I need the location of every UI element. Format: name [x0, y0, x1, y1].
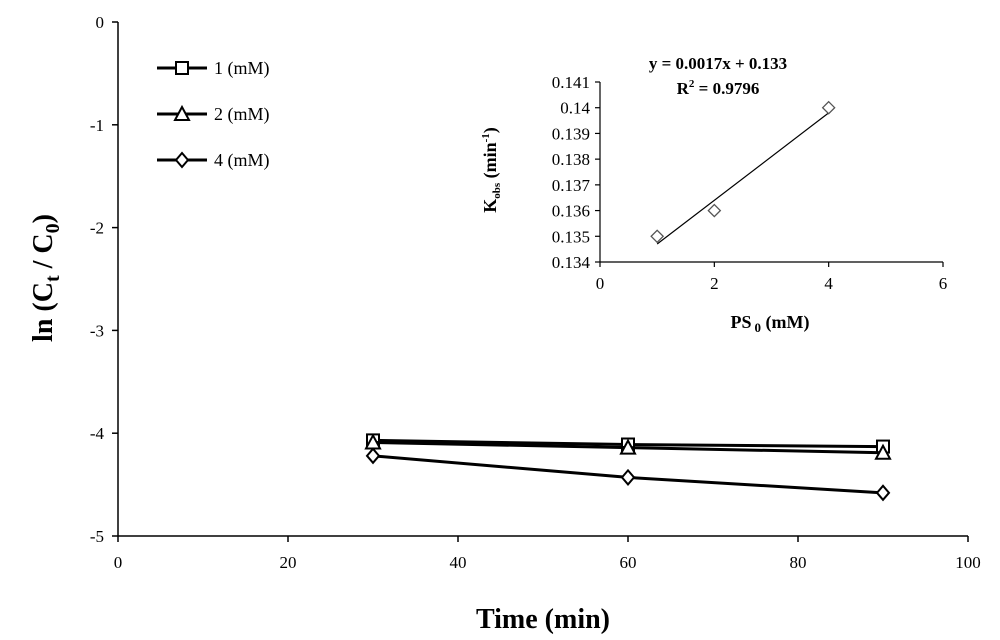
main-series	[364, 433, 892, 502]
trendline-equation: y = 0.0017x + 0.133	[649, 54, 787, 73]
inset-y-tick-label: 0.137	[552, 176, 591, 195]
y-tick-label: -1	[90, 116, 104, 135]
x-tick-label: 100	[955, 553, 981, 572]
main-axes	[117, 22, 968, 537]
inset-ticks: 0.134 0.135 0.136 0.137 0.138 0.139 0.14 0.141 0…	[552, 73, 948, 293]
inset-y-tick-label: 0.136	[552, 202, 590, 221]
legend-entry: 4 (mM)	[157, 150, 270, 171]
r-squared-label: R2 = 0.9796	[677, 78, 760, 98]
y-tick-label: -4	[90, 424, 105, 443]
inset-x-tick-label: 0	[596, 274, 605, 293]
legend-label: 4 (mM)	[214, 150, 270, 171]
x-tick-label: 20	[280, 553, 297, 572]
trendline	[656, 112, 830, 245]
y-tick-label: -2	[90, 219, 104, 238]
y-tick-label: -3	[90, 321, 104, 340]
series-diamond	[365, 447, 891, 502]
y-tick-label: 0	[96, 13, 105, 32]
inset-y-axis-title: Kobs (min-1)	[480, 127, 503, 213]
x-axis-title: Time (min)	[476, 604, 610, 635]
y-axis-title: ln (Ct / C0)	[28, 214, 64, 342]
inset-data-point	[821, 100, 836, 115]
data-point	[365, 447, 381, 465]
inset-x-axis-title: PS 0 (mM)	[731, 312, 810, 335]
legend-label: 1 (mM)	[214, 58, 270, 79]
data-point	[875, 484, 891, 502]
inset-x-tick-label: 6	[939, 274, 948, 293]
inset-data-point	[650, 229, 665, 244]
legend-marker	[174, 151, 190, 169]
legend-entry: 1 (mM)	[157, 58, 270, 79]
inset-y-tick-label: 0.134	[552, 253, 591, 272]
inset-y-tick-label: 0.141	[552, 73, 590, 92]
inset-data-point	[707, 203, 722, 218]
legend-marker	[175, 61, 189, 75]
inset-axes	[599, 82, 943, 263]
x-tick-label: 60	[620, 553, 637, 572]
x-tick-label: 0	[114, 553, 123, 572]
inset-x-tick-label: 4	[824, 274, 833, 293]
inset-y-tick-label: 0.14	[560, 99, 590, 118]
x-tick-label: 40	[450, 553, 467, 572]
data-point	[874, 443, 892, 460]
legend-label: 2 (mM)	[214, 104, 270, 125]
inset-x-tick-label: 2	[710, 274, 719, 293]
inset-y-tick-label: 0.138	[552, 150, 590, 169]
legend: 1 (mM) 2 (mM) 4 (mM)	[157, 58, 270, 171]
y-tick-label: -5	[90, 527, 104, 546]
inset-y-tick-label: 0.139	[552, 124, 590, 143]
inset-marks	[650, 100, 836, 245]
data-point	[619, 438, 637, 455]
data-point	[620, 468, 636, 486]
x-tick-label: 80	[790, 553, 807, 572]
main-ticks: 0-1-2-3-4-50 20 40 60 80 100	[90, 13, 981, 572]
legend-marker	[173, 104, 191, 121]
inset-y-tick-label: 0.135	[552, 227, 590, 246]
legend-entry: 2 (mM)	[157, 104, 270, 125]
